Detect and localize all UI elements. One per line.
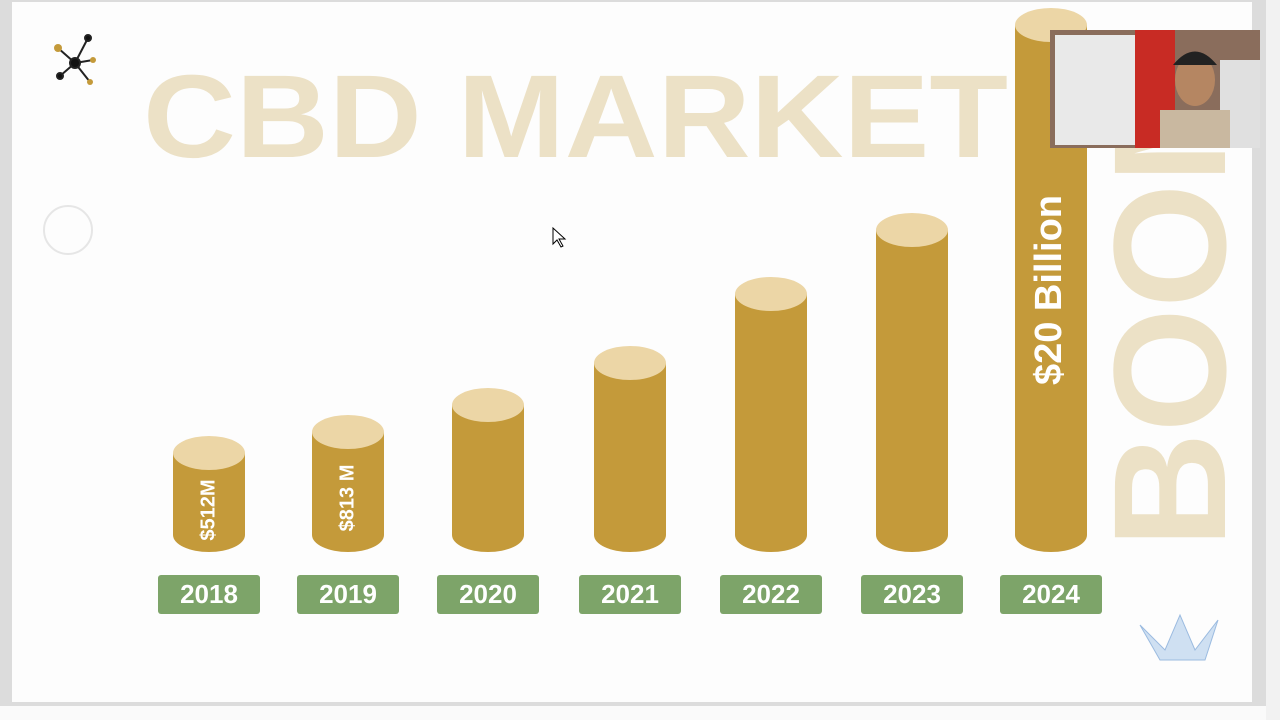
cylinder-top (312, 415, 384, 449)
year-label: 2024 (1022, 579, 1080, 609)
cylinder-body (1015, 25, 1087, 552)
next-slide (0, 706, 1266, 720)
cylinder (735, 277, 807, 552)
logo (54, 34, 96, 85)
cylinder: $813 M (312, 415, 384, 552)
webcam (1050, 30, 1260, 148)
year-badge (1000, 575, 1102, 614)
scrollbar (1266, 0, 1280, 720)
year-badge (437, 575, 539, 614)
year-label: 2020 (459, 579, 517, 609)
cylinder (452, 388, 524, 552)
slide-title: CBD MARKET (143, 51, 1008, 183)
cylinder: $512M (173, 436, 245, 552)
year-label: 2022 (742, 579, 800, 609)
splash-icon (1139, 613, 1219, 661)
year-badge (297, 575, 399, 614)
cylinder: $20 Billion (1015, 8, 1087, 552)
year-label: 2023 (883, 579, 941, 609)
cylinder-body (452, 405, 524, 552)
year-label: 2018 (180, 579, 238, 609)
cylinder-body (735, 294, 807, 552)
year-label: 2021 (601, 579, 659, 609)
cylinder-top (452, 388, 524, 422)
cylinder-body (594, 363, 666, 552)
value-label: $20 Billion (1028, 195, 1070, 385)
cylinder-top (735, 277, 807, 311)
cursor (552, 226, 567, 248)
cylinder-body (312, 432, 384, 552)
year-badge (861, 575, 963, 614)
year-label: 2019 (319, 579, 377, 609)
year-badge (720, 575, 822, 614)
cylinder-top (594, 346, 666, 380)
cylinder-body (173, 453, 245, 552)
year-badge (579, 575, 681, 614)
cylinder-top (876, 213, 948, 247)
cylinder-top (173, 436, 245, 470)
globe-icon (43, 205, 93, 255)
value-label: $813 M (336, 465, 358, 532)
year-badge (158, 575, 260, 614)
value-label: $512M (197, 479, 219, 540)
cylinder (876, 213, 948, 552)
cylinder-body (876, 230, 948, 552)
cylinder (594, 346, 666, 552)
